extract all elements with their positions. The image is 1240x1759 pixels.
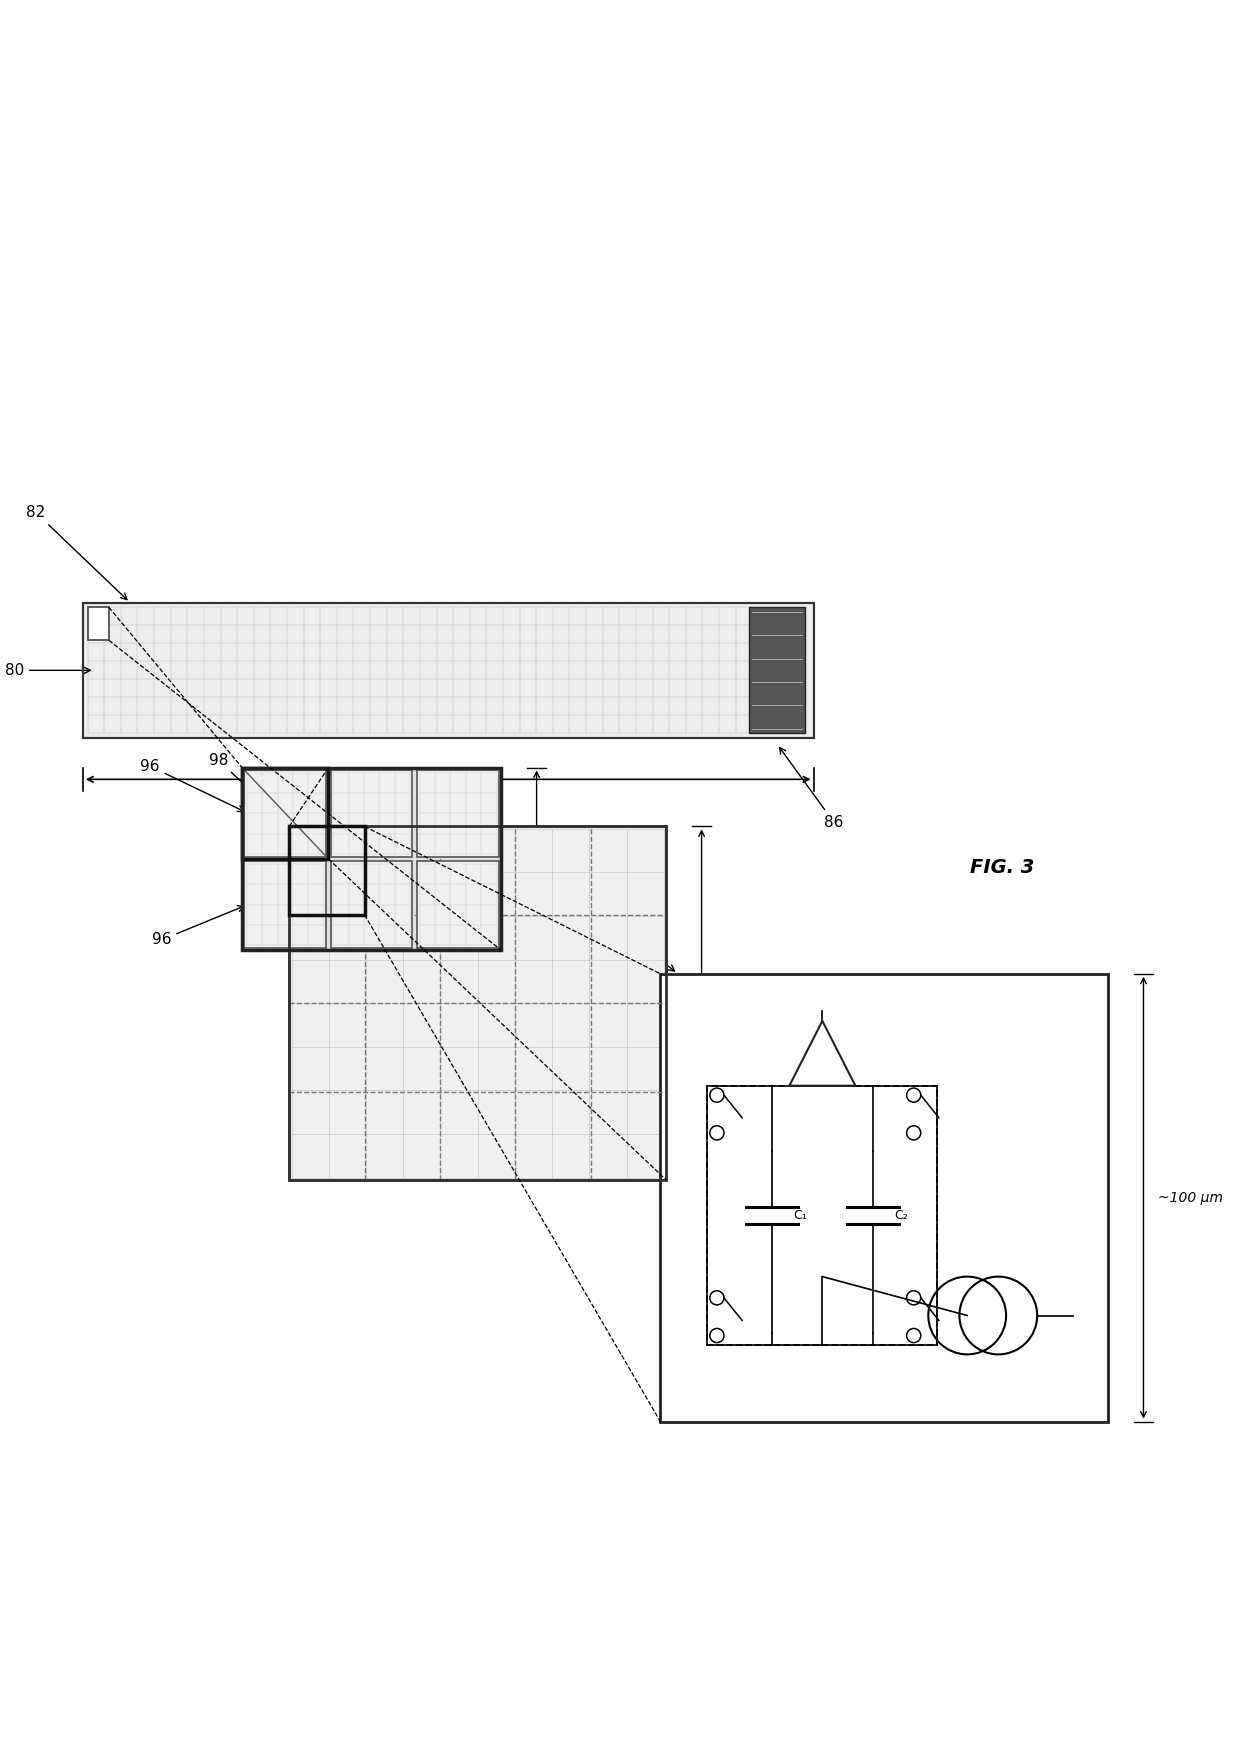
Text: ~1 mm: ~1 mm (719, 996, 771, 1010)
Text: OUT: OUT (807, 996, 837, 1010)
Bar (88, 607, 109, 640)
Text: C₂: C₂ (894, 1208, 908, 1223)
Text: 104: 104 (859, 1022, 942, 1054)
Text: 98: 98 (208, 753, 298, 836)
Bar (417, 862, 498, 948)
Text: 106A: 106A (619, 1013, 699, 1106)
Bar (708, 1085, 937, 1346)
Bar (83, 603, 813, 739)
Bar (331, 770, 413, 857)
Text: 98: 98 (568, 888, 675, 971)
Text: 82: 82 (26, 505, 126, 600)
Text: 96: 96 (140, 758, 244, 811)
Text: FIG. 3: FIG. 3 (970, 858, 1034, 878)
Bar (289, 827, 666, 1180)
Bar (417, 770, 498, 857)
Text: 106B: 106B (947, 1170, 1038, 1184)
Bar (331, 862, 413, 948)
Text: 80: 80 (5, 663, 91, 677)
Text: 86: 86 (780, 748, 843, 830)
Bar (83, 603, 813, 739)
Bar (749, 607, 805, 734)
Text: ~100 μm: ~100 μm (1158, 1191, 1223, 1205)
Text: 96: 96 (151, 906, 244, 948)
Bar (289, 827, 365, 915)
Bar (244, 862, 326, 948)
Text: 82: 82 (350, 802, 371, 821)
Text: C₁: C₁ (794, 1208, 807, 1223)
Text: 102: 102 (1006, 1219, 1068, 1274)
Text: ~1 mm: ~1 mm (554, 851, 606, 865)
Bar (242, 767, 329, 858)
Bar (242, 767, 501, 950)
Bar (244, 770, 326, 857)
Bar (289, 827, 666, 1180)
Bar (661, 974, 1109, 1421)
Bar (242, 767, 501, 950)
